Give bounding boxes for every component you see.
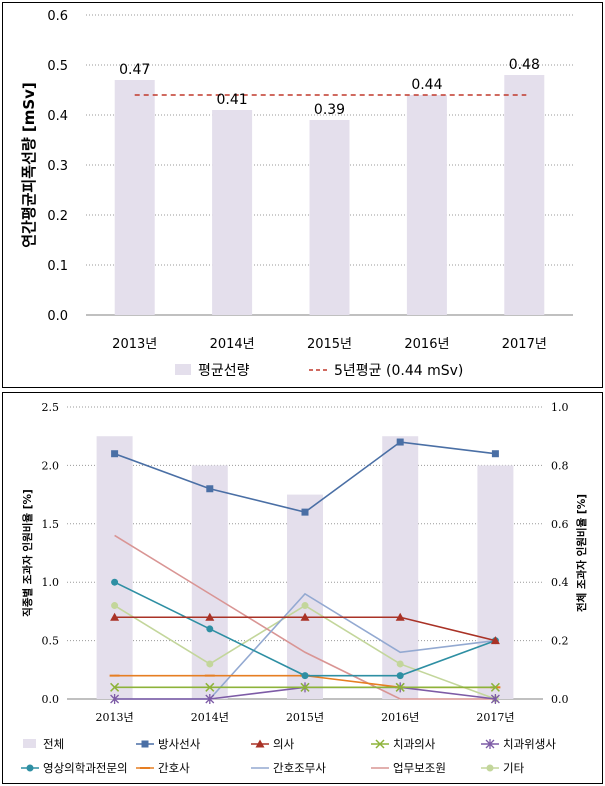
- point-치과의사-2017년: [490, 682, 500, 692]
- y-axis-title-right: 전체 조과자 인원비율 [%]: [575, 494, 588, 612]
- y-tick-label-left: 0.5: [42, 635, 60, 648]
- y-tick-label: 0.5: [47, 59, 68, 74]
- point-영상의학과전문의-2013년: [111, 578, 119, 586]
- legend-marker-치과위생사: [485, 739, 495, 749]
- y-tick-label-left: 1.5: [42, 518, 60, 531]
- bar-2013년: [114, 80, 155, 315]
- point-방사선사-2013년: [111, 450, 119, 458]
- bar-2017년: [504, 75, 545, 315]
- legend-marker-의사: [255, 739, 265, 748]
- legend-label-의사: 의사: [273, 737, 295, 751]
- y-tick-label-right: 0.6: [551, 518, 569, 531]
- legend-label-간호조무사: 간호조무사: [273, 761, 326, 775]
- legend-swatch-전체: [23, 739, 36, 748]
- annual-dose-chart: 0.0 0.1 0.2 0.3 0.4 0.5 0.6 0.47 0.41 0.39 0.44 0.4…: [20, 9, 573, 379]
- point-영상의학과전문의-2015년: [301, 672, 309, 680]
- legend-label-reference: 5년평균 (0.44 mSv): [334, 363, 463, 379]
- legend-marker-기타: [486, 764, 494, 772]
- legend-label-전체: 전체: [43, 737, 64, 751]
- data-label-2017년: 0.48: [509, 57, 540, 73]
- y-tick-label: 0.4: [47, 109, 68, 124]
- data-label-2014년: 0.41: [217, 92, 248, 108]
- occupation-ratio-chart-panel: 0.0 0.5 1.0 1.5 2.0 2.5 0.0 0.2 0.4 0.6 0.8 1.0 2013…: [2, 392, 603, 784]
- y-axis-title: 연간평균피폭선량 [mSv]: [20, 82, 38, 248]
- legend-label-기타: 기타: [503, 761, 525, 775]
- legend-label-영상의학과전문의: 영상의학과전문의: [43, 761, 128, 775]
- point-기타-2014년: [206, 660, 214, 668]
- series-line-업무보조원: [114, 534, 496, 700]
- point-의사-2017년: [490, 636, 500, 645]
- data-label-2015년: 0.39: [314, 102, 345, 118]
- y-tick-label: 0.3: [47, 159, 68, 174]
- point-치과의사-2014년: [205, 682, 215, 692]
- bar-total-2013년: [96, 436, 133, 699]
- legend-marker-영상의학과전문의: [26, 764, 34, 772]
- legend-label-간호사: 간호사: [158, 761, 190, 775]
- legend-swatch-bar: [175, 364, 191, 375]
- bar-total-2016년: [382, 436, 419, 699]
- point-방사선사-2016년: [396, 438, 404, 446]
- legend-marker-방사선사: [141, 740, 149, 748]
- point-기타-2015년: [301, 602, 309, 610]
- point-방사선사-2017년: [491, 450, 499, 458]
- bar-total-2015년: [287, 494, 323, 699]
- point-의사-2013년: [110, 612, 120, 621]
- y-tick-label-right: 0.4: [551, 576, 569, 589]
- x-tick-label: 2017년: [502, 337, 547, 352]
- x-tick-label: 2014년: [191, 711, 229, 724]
- y-tick-label-right: 1.0: [551, 401, 569, 414]
- point-의사-2016년: [395, 612, 405, 621]
- y-axis-title-left: 직종별 조과자 인원비율 [%]: [21, 489, 34, 617]
- bar-2016년: [406, 95, 447, 315]
- y-tick-label-right: 0.0: [551, 693, 569, 706]
- y-tick-label-right: 0.2: [551, 635, 569, 648]
- point-의사-2014년: [205, 612, 215, 621]
- x-tick-label: 2017년: [476, 711, 514, 724]
- data-label-2016년: 0.44: [411, 77, 442, 93]
- legend-label-치과의사: 치과의사: [393, 737, 436, 751]
- data-label-2013년: 0.47: [119, 62, 150, 78]
- legend-label-치과위생사: 치과위생사: [503, 737, 556, 751]
- occupation-ratio-chart: 0.0 0.5 1.0 1.5 2.0 2.5 0.0 0.2 0.4 0.6 0.8 1.0 2013…: [21, 401, 588, 775]
- legend-marker-치과의사: [375, 739, 385, 749]
- y-tick-label: 0.0: [47, 309, 68, 324]
- bar-total-2014년: [191, 465, 228, 699]
- point-치과위생사-2017년: [490, 694, 500, 704]
- y-tick-label-left: 2.5: [42, 401, 60, 414]
- point-치과위생사-2013년: [110, 694, 120, 704]
- y-tick-label: 0.6: [47, 9, 68, 24]
- x-tick-label: 2015년: [307, 337, 352, 352]
- point-방사선사-2015년: [301, 508, 309, 516]
- x-tick-label: 2016년: [381, 711, 419, 724]
- bar-2014년: [212, 110, 253, 315]
- point-영상의학과전문의-2014년: [206, 625, 214, 633]
- point-치과의사-2016년: [395, 682, 405, 692]
- point-치과위생사-2014년: [205, 694, 215, 704]
- legend-label-bar: 평균선량: [198, 363, 250, 379]
- y-tick-label-left: 0.0: [42, 693, 60, 706]
- y-tick-label-right: 0.8: [551, 459, 569, 472]
- x-tick-label: 2016년: [404, 337, 449, 352]
- x-tick-label: 2014년: [210, 337, 255, 352]
- point-치과의사-2015년: [300, 682, 310, 692]
- y-tick-label: 0.2: [47, 209, 68, 224]
- point-영상의학과전문의-2016년: [396, 672, 404, 680]
- legend-label-방사선사: 방사선사: [158, 737, 201, 751]
- point-기타-2013년: [111, 602, 119, 610]
- x-tick-label: 2013년: [112, 337, 157, 352]
- y-tick-label: 0.1: [47, 259, 68, 274]
- point-방사선사-2014년: [206, 485, 214, 493]
- x-tick-label: 2013년: [96, 711, 134, 724]
- x-tick-label: 2015년: [286, 711, 324, 724]
- point-기타-2016년: [396, 660, 404, 668]
- point-치과의사-2013년: [110, 682, 120, 692]
- y-tick-label-left: 1.0: [42, 576, 60, 589]
- legend-label-업무보조원: 업무보조원: [393, 761, 446, 775]
- bar-2015년: [309, 120, 350, 315]
- point-의사-2015년: [300, 612, 310, 621]
- y-tick-label-left: 2.0: [42, 459, 60, 472]
- bar-total-2017년: [477, 465, 514, 699]
- annual-dose-chart-panel: 0.0 0.1 0.2 0.3 0.4 0.5 0.6 0.47 0.41 0.39 0.44 0.4…: [2, 2, 603, 388]
